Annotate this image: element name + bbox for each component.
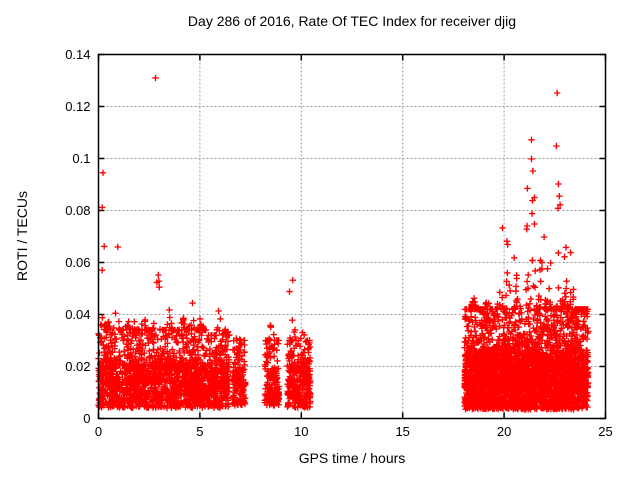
x-tick-label: 15 [395,424,410,439]
y-tick-label: 0.04 [65,306,91,322]
x-tick-label: 20 [496,424,512,439]
x-axis-label: GPS time / hours [298,450,406,466]
x-tick-label: 10 [294,424,309,439]
chart-title: Day 286 of 2016, Rate Of TEC Index for r… [187,13,517,29]
x-tick-label: 5 [196,424,204,439]
y-tick-label: 0.1 [72,150,91,166]
y-tick-label: 0.08 [65,202,91,218]
y-tick-label: 0.14 [65,46,91,62]
y-tick-label: 0.02 [65,358,91,374]
y-tick-label: 0.12 [65,98,91,114]
y-tick-label: 0.06 [65,254,91,270]
data-points [95,74,592,413]
x-tick-label: 0 [94,424,103,439]
x-tick-label: 25 [598,424,613,439]
y-tick-label: 0 [83,410,91,426]
plot-border [97,53,607,420]
